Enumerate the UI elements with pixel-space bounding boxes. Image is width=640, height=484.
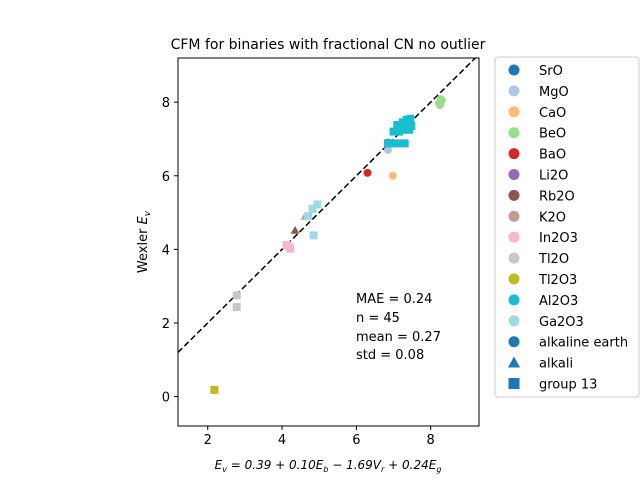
data-point-in2o3 bbox=[284, 242, 293, 251]
chart-title: CFM for binaries with fractional CN no o… bbox=[171, 37, 486, 53]
legend-marker-rb2o bbox=[508, 189, 520, 201]
axes-frame bbox=[177, 57, 480, 427]
legend-label: alkali bbox=[539, 357, 573, 372]
x-label-sub-r: r bbox=[381, 465, 385, 474]
data-point-rb2o bbox=[290, 225, 300, 234]
y-label-sub-v: v bbox=[143, 210, 153, 216]
data-point-al2o3 bbox=[389, 127, 398, 136]
x-tick-label: 8 bbox=[427, 433, 435, 448]
legend-label: Tl2O3 bbox=[538, 273, 577, 288]
legend-marker-tl2o3 bbox=[508, 273, 520, 285]
data-point-al2o3 bbox=[406, 114, 415, 123]
data-point-ga2o3 bbox=[304, 212, 313, 221]
x-tick-label: 2 bbox=[204, 433, 212, 448]
legend-label: group 13 bbox=[539, 378, 597, 393]
legend-label: Al2O3 bbox=[539, 294, 578, 309]
legend-marker-tl2o bbox=[508, 252, 520, 264]
x-label-part1: = 0.39 + 0.10E bbox=[227, 458, 324, 472]
stats-annotation: MAE = 0.24 n = 45 mean = 0.27 std = 0.08 bbox=[356, 292, 441, 363]
legend-marker-li2o bbox=[508, 169, 520, 180]
data-point-tl2o3 bbox=[210, 385, 219, 394]
legend-label: MgO bbox=[539, 85, 569, 100]
data-point-al2o3 bbox=[395, 139, 404, 148]
data-point-ga2o3 bbox=[309, 231, 318, 240]
y-axis-label: Wexler Ev bbox=[136, 210, 153, 273]
legend-marker-bao bbox=[508, 148, 520, 160]
data-point-al2o3 bbox=[407, 122, 416, 131]
x-label-sub-b: b bbox=[323, 465, 328, 474]
legend-marker-in2o3 bbox=[508, 231, 520, 243]
legend-marker-ga2o3 bbox=[508, 315, 520, 327]
legend-label: alkaline earth bbox=[539, 336, 628, 351]
legend-label: Rb2O bbox=[539, 189, 575, 204]
y-tick-label: 8 bbox=[162, 96, 170, 111]
stats-n: n = 45 bbox=[356, 311, 400, 326]
x-label-sub-g: g bbox=[436, 465, 441, 474]
legend-marker-alkaline-earth bbox=[508, 336, 520, 348]
stats-std: std = 0.08 bbox=[356, 348, 424, 363]
data-point-tl2o bbox=[232, 291, 241, 300]
legend-label: Tl2O bbox=[538, 252, 569, 267]
legend-items: SrO MgO CaO BeO BaO Li2O Rb2O K2O In2O3 Tl2O Tl2O3… bbox=[507, 64, 628, 393]
legend-marker-cao bbox=[508, 106, 520, 118]
legend-label: CaO bbox=[539, 106, 566, 121]
legend-frame bbox=[494, 56, 640, 398]
x-label-e: E bbox=[215, 458, 223, 472]
legend-marker-alkali bbox=[507, 356, 521, 368]
legend-label: Ga2O3 bbox=[539, 315, 584, 330]
y-label-text: Wexler bbox=[136, 224, 151, 273]
legend-label: Li2O bbox=[539, 169, 568, 184]
y-label-e: E bbox=[136, 215, 151, 224]
data-point-beo bbox=[437, 96, 446, 105]
y-tick-label: 4 bbox=[162, 243, 170, 258]
legend-label: BaO bbox=[539, 148, 566, 163]
x-label-sub-v: v bbox=[222, 465, 227, 474]
legend: SrO MgO CaO BeO BaO Li2O Rb2O K2O In2O3 Tl2O Tl2O3… bbox=[494, 56, 640, 398]
data-point-ga2o3 bbox=[313, 200, 322, 209]
legend-marker-beo bbox=[508, 127, 520, 139]
stats-mae: MAE = 0.24 bbox=[356, 292, 432, 307]
data-point-tl2o bbox=[232, 303, 241, 312]
legend-label: K2O bbox=[539, 210, 566, 225]
data-point-al2o3 bbox=[389, 139, 398, 148]
plot-area bbox=[178, 58, 477, 394]
data-point-mgo bbox=[383, 146, 392, 154]
legend-marker-sro bbox=[508, 64, 520, 76]
y-tick-label: 0 bbox=[162, 391, 170, 406]
axis-ticks: 2 4 6 8 0 2 4 6 8 bbox=[162, 96, 435, 448]
stats-mean: mean = 0.27 bbox=[356, 330, 441, 345]
data-point-al2o3 bbox=[400, 120, 409, 129]
reference-line bbox=[178, 58, 477, 353]
y-tick-label: 6 bbox=[162, 170, 170, 185]
y-tick-label: 2 bbox=[162, 317, 170, 332]
legend-marker-mgo bbox=[508, 85, 520, 97]
data-point-al2o3 bbox=[383, 139, 392, 148]
legend-marker-k2o bbox=[508, 210, 520, 222]
legend-marker-al2o3 bbox=[508, 294, 520, 306]
data-point-al2o3 bbox=[400, 139, 409, 148]
x-label-part3: + 0.24E bbox=[384, 458, 436, 472]
data-point-ga2o3 bbox=[308, 204, 317, 213]
x-tick-label: 6 bbox=[352, 433, 360, 448]
x-label-part2: − 1.69V bbox=[328, 458, 381, 472]
legend-label: BeO bbox=[539, 127, 566, 142]
legend-label: SrO bbox=[539, 64, 563, 79]
legend-marker-group-13 bbox=[508, 378, 520, 389]
data-point-cao bbox=[388, 171, 397, 180]
data-point-bao bbox=[363, 168, 372, 177]
x-axis-label: Ev = 0.39 + 0.10Eb − 1.69Vr + 0.24Eg bbox=[215, 458, 442, 474]
x-tick-label: 4 bbox=[278, 433, 286, 448]
legend-label: In2O3 bbox=[539, 231, 578, 246]
